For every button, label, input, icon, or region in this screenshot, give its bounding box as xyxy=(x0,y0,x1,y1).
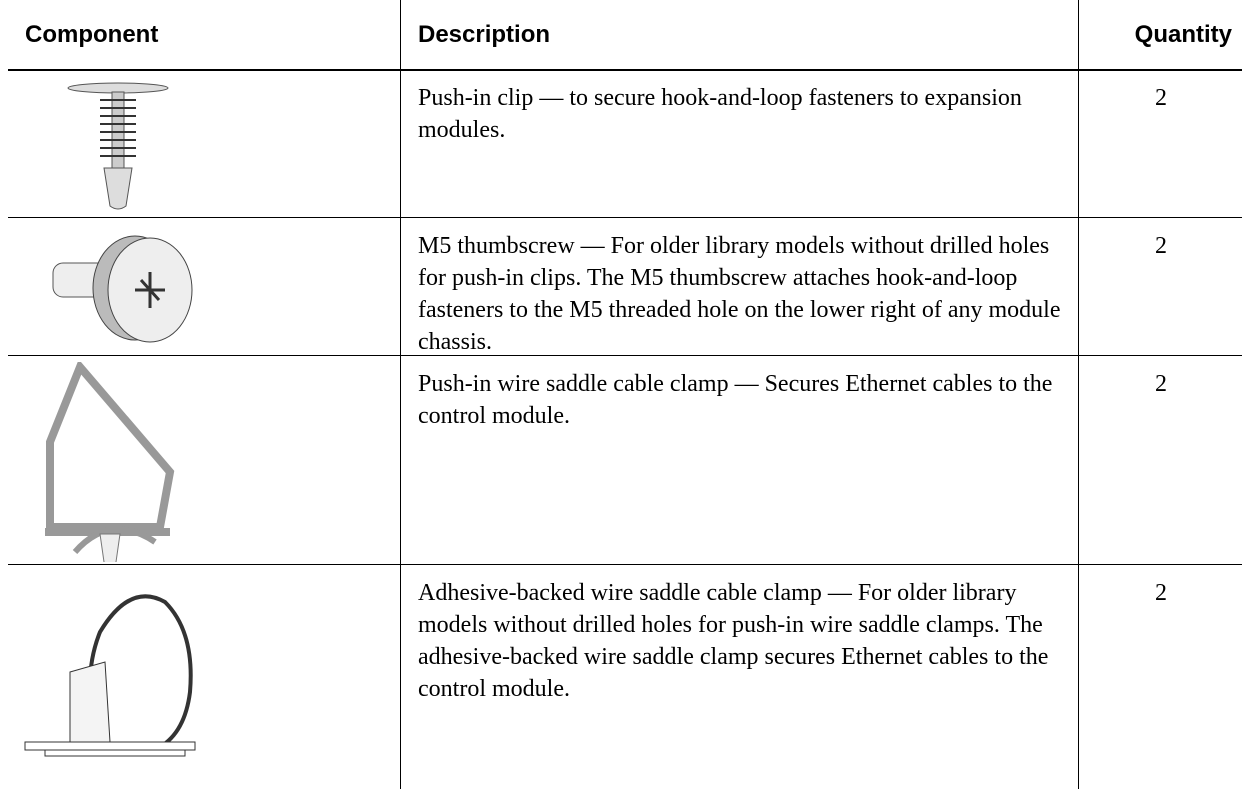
quantity: 2 xyxy=(1155,371,1167,397)
cable-clamp-icon xyxy=(45,362,175,562)
push-in-clip-icon xyxy=(67,82,169,210)
header-rule xyxy=(8,69,1242,71)
row-rule xyxy=(8,217,1242,218)
description: Push-in clip — to secure hook-and-loop f… xyxy=(418,85,1022,143)
column-rule xyxy=(400,0,401,789)
row-rule xyxy=(8,355,1242,356)
description: Push-in wire saddle cable clamp — Secure… xyxy=(418,371,1053,429)
thumbscrew-icon xyxy=(52,235,193,343)
header-cell: Quantity xyxy=(1134,21,1232,48)
row-rule xyxy=(8,564,1242,565)
column-rule xyxy=(1078,0,1079,789)
description: M5 thumbscrew — For older library models… xyxy=(418,233,1061,355)
quantity: 2 xyxy=(1155,233,1167,259)
quantity: 2 xyxy=(1155,85,1167,111)
header-cell: Description xyxy=(418,21,551,48)
description: Adhesive-backed wire saddle cable clamp … xyxy=(418,580,1049,702)
adhesive-clamp-icon xyxy=(24,594,196,757)
header-cell: Component xyxy=(25,21,159,48)
quantity: 2 xyxy=(1155,580,1167,606)
